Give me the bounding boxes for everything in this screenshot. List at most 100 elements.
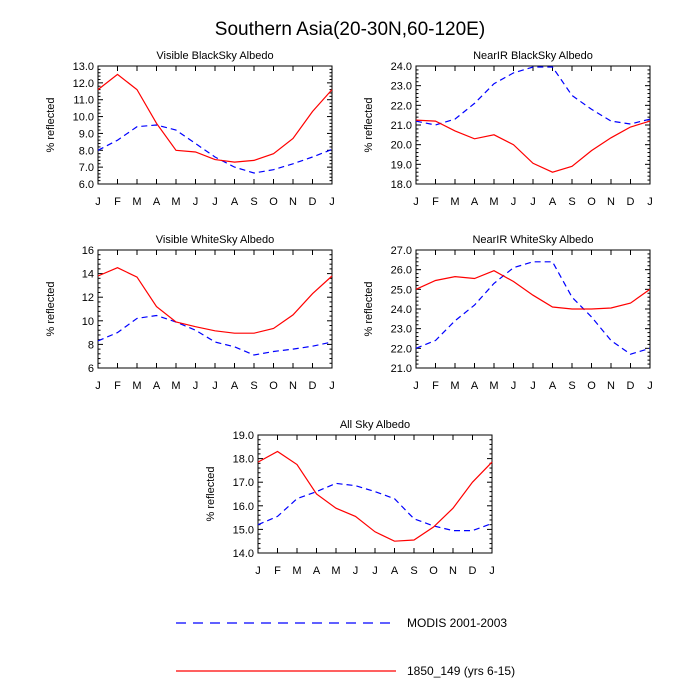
x-tick-label: M (132, 196, 141, 208)
y-tick-label: 9.0 (79, 128, 94, 140)
x-tick-label: A (231, 380, 239, 392)
plot-frame (97, 65, 333, 185)
x-tick-label: J (193, 196, 199, 208)
series-line-model (97, 73, 333, 163)
x-tick-label: N (289, 380, 297, 392)
x-tick-label: J (530, 196, 536, 208)
x-tick-label: J (647, 380, 653, 392)
x-tick-label: J (647, 196, 653, 208)
y-tick-label: 19.0 (233, 430, 254, 442)
y-axis-label: % reflected (45, 97, 57, 152)
y-tick-label: 21.0 (391, 120, 412, 132)
series-line-modis (415, 66, 651, 126)
y-tick-label: 13.0 (73, 61, 94, 73)
legend-label-modis: MODIS 2001-2003 (407, 616, 507, 630)
x-tick-label: A (549, 380, 557, 392)
x-tick-label: O (429, 565, 438, 577)
panel-title: Visible WhiteSky Albedo (156, 234, 274, 246)
x-tick-label: S (410, 565, 417, 577)
panel-title: NearIR WhiteSky Albedo (472, 234, 593, 246)
x-tick-label: A (231, 196, 239, 208)
y-tick-label: 7.0 (79, 162, 94, 174)
legend-label-model: 1850_149 (yrs 6-15) (407, 664, 515, 678)
y-axis-label: % reflected (363, 281, 375, 336)
x-tick-label: J (353, 565, 359, 577)
x-tick-label: S (250, 380, 257, 392)
x-tick-label: O (269, 380, 278, 392)
x-tick-label: D (469, 565, 477, 577)
y-tick-label: 24.0 (391, 61, 412, 73)
y-tick-label: 11.0 (73, 95, 94, 107)
x-tick-label: J (329, 380, 335, 392)
series-line-model (415, 270, 651, 310)
x-tick-label: N (607, 380, 615, 392)
series-line-modis (97, 314, 333, 356)
y-tick-label: 15.0 (233, 524, 254, 536)
x-tick-label: J (372, 565, 378, 577)
panel-title: Visible BlackSky Albedo (156, 50, 273, 62)
y-tick-label: 17.0 (233, 477, 254, 489)
y-axis-label: % reflected (363, 97, 375, 152)
x-tick-label: F (114, 380, 121, 392)
y-tick-label: 8 (88, 339, 94, 351)
plot-frame (257, 434, 493, 554)
x-tick-label: A (391, 565, 399, 577)
x-tick-label: F (432, 380, 439, 392)
x-tick-label: S (568, 380, 575, 392)
panel-title: NearIR BlackSky Albedo (473, 50, 593, 62)
x-tick-label: M (450, 196, 459, 208)
x-tick-label: D (309, 196, 317, 208)
y-tick-label: 19.0 (391, 159, 412, 171)
plot-frame (415, 249, 651, 369)
x-tick-label: M (292, 565, 301, 577)
x-tick-label: J (413, 380, 419, 392)
x-tick-label: D (627, 196, 635, 208)
x-tick-label: J (511, 196, 517, 208)
y-tick-label: 14 (82, 269, 94, 281)
y-tick-label: 10 (82, 316, 94, 328)
y-tick-label: 16.0 (233, 501, 254, 513)
x-tick-label: J (95, 196, 101, 208)
y-tick-label: 24.0 (391, 304, 412, 316)
panel-title: All Sky Albedo (340, 419, 410, 431)
x-tick-label: M (489, 380, 498, 392)
x-tick-label: A (313, 565, 321, 577)
x-tick-label: A (471, 380, 479, 392)
x-tick-label: J (212, 196, 218, 208)
x-tick-label: N (449, 565, 457, 577)
x-tick-label: O (587, 380, 596, 392)
y-tick-label: 21.0 (391, 363, 412, 375)
series-line-modis (257, 482, 493, 532)
y-tick-label: 6 (88, 363, 94, 375)
x-tick-label: S (250, 196, 257, 208)
x-tick-label: J (489, 565, 495, 577)
x-tick-label: S (568, 196, 575, 208)
x-tick-label: J (193, 380, 199, 392)
y-tick-label: 8.0 (79, 145, 94, 157)
legend: MODIS 2001-2003 1850_149 (yrs 6-15) (176, 616, 515, 678)
plot-frame (97, 249, 333, 369)
y-tick-label: 22.0 (391, 343, 412, 355)
x-tick-label: F (432, 196, 439, 208)
x-tick-label: A (153, 380, 161, 392)
x-tick-label: J (511, 380, 517, 392)
x-tick-label: N (607, 196, 615, 208)
x-tick-label: J (413, 196, 419, 208)
x-tick-label: J (212, 380, 218, 392)
y-tick-label: 18.0 (391, 179, 412, 191)
x-tick-label: O (269, 196, 278, 208)
x-tick-label: M (489, 196, 498, 208)
x-tick-label: D (309, 380, 317, 392)
x-tick-label: O (587, 196, 596, 208)
x-tick-label: J (530, 380, 536, 392)
x-tick-label: A (471, 196, 479, 208)
y-tick-label: 23.0 (391, 324, 412, 336)
x-tick-label: J (95, 380, 101, 392)
chart-panels: Visible BlackSky Albedo % reflected 6.0 7.0… (45, 50, 653, 577)
x-tick-label: F (274, 565, 281, 577)
x-tick-label: F (114, 196, 121, 208)
series-line-model (97, 267, 333, 334)
series-line-model (257, 450, 493, 542)
x-tick-label: M (132, 380, 141, 392)
